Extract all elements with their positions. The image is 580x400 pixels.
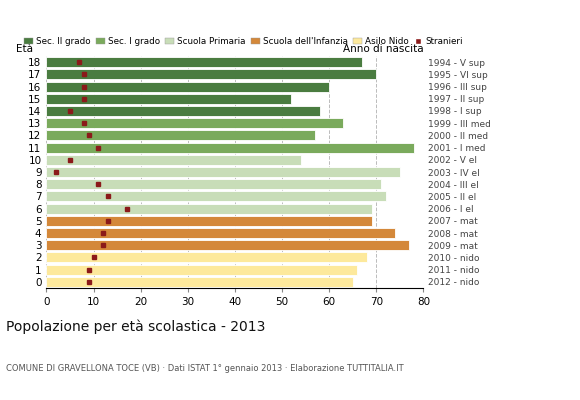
Bar [46, 277, 353, 287]
Bar [46, 118, 343, 128]
Bar [46, 94, 291, 104]
Bar [46, 216, 372, 226]
Bar [46, 228, 395, 238]
Bar [46, 265, 357, 275]
Bar [46, 130, 315, 140]
Text: Età: Età [16, 44, 33, 54]
Text: Anno di nascita: Anno di nascita [343, 44, 423, 54]
Bar [46, 204, 372, 214]
Bar [46, 179, 381, 189]
Bar [46, 57, 362, 67]
Bar [46, 82, 329, 92]
Bar [46, 155, 301, 165]
Bar [46, 142, 414, 152]
Bar [46, 106, 320, 116]
Text: COMUNE DI GRAVELLONA TOCE (VB) · Dati ISTAT 1° gennaio 2013 · Elaborazione TUTTI: COMUNE DI GRAVELLONA TOCE (VB) · Dati IS… [6, 364, 404, 373]
Bar [46, 252, 367, 262]
Bar [46, 167, 400, 177]
Bar [46, 240, 409, 250]
Legend: Sec. II grado, Sec. I grado, Scuola Primaria, Scuola dell'Infanzia, Asilo Nido, : Sec. II grado, Sec. I grado, Scuola Prim… [24, 37, 463, 46]
Text: Popolazione per età scolastica - 2013: Popolazione per età scolastica - 2013 [6, 320, 265, 334]
Bar [46, 69, 376, 79]
Bar [46, 192, 386, 202]
